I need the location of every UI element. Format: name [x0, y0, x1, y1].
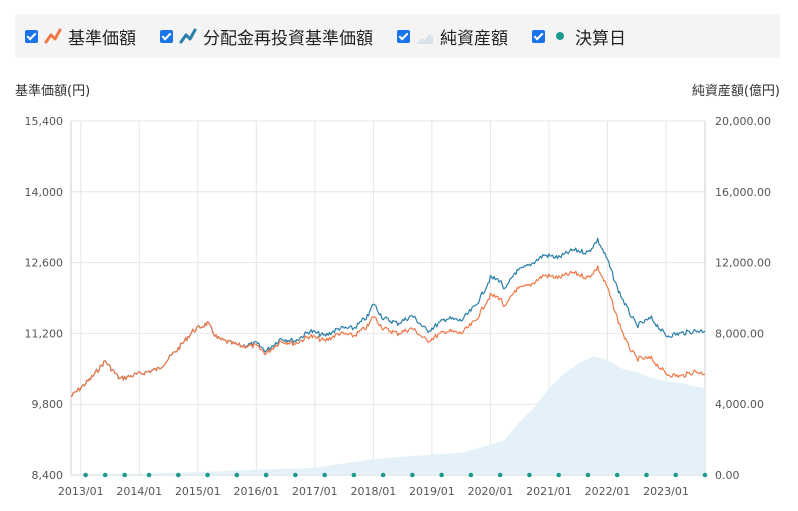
legend-item-nav[interactable]: 基準価額 — [25, 24, 136, 49]
x-tick-label: 2022/01 — [585, 485, 631, 498]
x-tick-label: 2023/01 — [643, 485, 689, 498]
net-assets-area — [71, 356, 705, 475]
teal-dot-icon — [556, 32, 564, 40]
y-left-tick-label: 12,600 — [25, 257, 64, 270]
y-right-tick-label: 16,000.00 — [715, 186, 771, 199]
legend-label-assets: 純資産額 — [440, 28, 508, 49]
legend-label-nav: 基準価額 — [68, 28, 136, 49]
settlement-dot — [468, 472, 474, 478]
x-tick-label: 2020/01 — [468, 485, 514, 498]
settlement-dot — [102, 472, 108, 478]
settlement-dot — [644, 472, 649, 478]
settlement-dot — [614, 472, 620, 478]
settlement-dot — [497, 472, 503, 478]
legend-item-settlement[interactable]: 決算日 — [532, 24, 626, 49]
settlement-dot — [146, 472, 152, 478]
x-tick-label: 2016/01 — [233, 485, 279, 498]
settlement-dot — [439, 472, 444, 478]
settlement-dot — [410, 472, 415, 478]
area-icon — [417, 34, 433, 44]
settlement-dot — [175, 472, 181, 478]
settlement-dot — [322, 472, 327, 478]
y-right-tick-label: 20,000.00 — [715, 115, 771, 128]
y-left-tick-label: 15,400 — [25, 115, 64, 128]
x-tick-label: 2021/01 — [526, 485, 572, 498]
y-right-tick-label: 0.00 — [715, 469, 740, 482]
y-left-tick-label: 11,200 — [25, 327, 64, 340]
settlement-dot — [673, 472, 679, 478]
y-right-tick-label: 4,000.00 — [715, 398, 764, 411]
settlement-dot — [83, 472, 88, 478]
settlement-dot — [556, 472, 561, 478]
settlement-dot — [122, 472, 127, 478]
x-tick-label: 2017/01 — [292, 485, 338, 498]
legend-item-assets[interactable]: 純資産額 — [397, 24, 508, 49]
y-left-tick-label: 8,400 — [32, 469, 64, 482]
y-right-tick-label: 12,000.00 — [715, 257, 771, 270]
checkbox-nav[interactable] — [25, 29, 38, 43]
y-left-tick-label: 9,800 — [32, 398, 64, 411]
checkbox-settlement[interactable] — [532, 29, 545, 43]
settlement-dot — [702, 472, 708, 478]
legend-label-reinvest: 分配金再投資基準価額 — [203, 28, 373, 49]
settlement-dot — [527, 472, 532, 478]
settlement-dot — [205, 472, 210, 478]
settlement-dot — [234, 472, 240, 478]
nav-line — [70, 265, 706, 398]
right-axis-title: 純資産額(億円) — [691, 84, 780, 99]
orange-line-icon — [44, 28, 62, 44]
x-tick-label: 2013/01 — [58, 485, 104, 498]
x-tick-label: 2015/01 — [175, 485, 221, 498]
x-tick-label: 2018/01 — [351, 485, 397, 498]
y-right-tick-label: 8,000.00 — [715, 327, 764, 340]
x-tick-label: 2014/01 — [116, 485, 162, 498]
settlement-dot — [585, 472, 591, 478]
left-axis-title: 基準価額(円) — [15, 84, 91, 99]
settlement-dot — [293, 472, 298, 478]
chart-legend: 基準価額 分配金再投資基準価額 純資産額 決算日 — [15, 14, 780, 58]
legend-item-reinvest[interactable]: 分配金再投資基準価額 — [160, 24, 373, 49]
blue-line-icon — [179, 28, 197, 44]
x-tick-label: 2019/01 — [409, 485, 455, 498]
checkbox-reinvest[interactable] — [160, 29, 173, 43]
settlement-dot — [351, 472, 357, 478]
legend-label-settlement: 決算日 — [575, 28, 626, 49]
y-left-tick-label: 14,000 — [25, 186, 64, 199]
settlement-dot — [380, 472, 386, 478]
checkbox-assets[interactable] — [397, 29, 410, 43]
settlement-dot — [263, 472, 269, 478]
